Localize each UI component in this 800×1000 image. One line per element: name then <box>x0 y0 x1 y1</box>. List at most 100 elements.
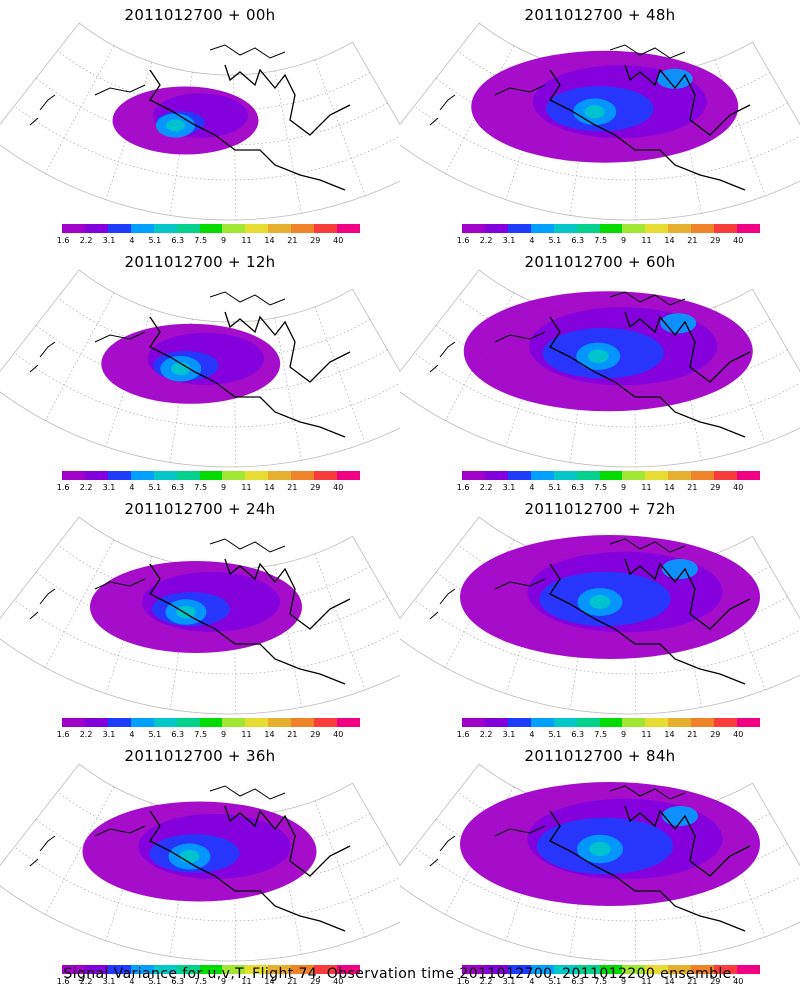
colorbar-tick-label: 9 <box>221 483 227 492</box>
variance-field <box>82 801 317 902</box>
colorbar-swatch <box>199 471 223 480</box>
colorbar-swatch <box>199 965 223 974</box>
colorbar-swatch <box>314 965 338 974</box>
colorbar-swatch <box>107 471 131 480</box>
colorbar-swatch <box>737 718 760 727</box>
colorbar <box>462 224 760 233</box>
colorbar-tick-label: 11 <box>241 977 252 986</box>
colorbar-tick-label: 9 <box>221 730 227 739</box>
colorbar <box>62 718 360 727</box>
colorbar-tick-label: 11 <box>641 236 652 245</box>
colorbar-tick-label: 14 <box>264 730 275 739</box>
colorbar-tick-label: 6.3 <box>571 236 585 245</box>
coastline <box>29 538 351 685</box>
colorbar-tick-label: 5.1 <box>148 730 162 739</box>
colorbar-tick-label: 14 <box>264 236 275 245</box>
colorbar-swatch <box>484 224 508 233</box>
colorbar-swatch <box>599 718 623 727</box>
colorbar-swatch <box>714 718 738 727</box>
colorbar-swatch <box>576 471 600 480</box>
colorbar-swatch <box>245 718 269 727</box>
colorbar-swatch <box>576 718 600 727</box>
coastline <box>429 785 751 932</box>
colorbar-swatch <box>62 471 85 480</box>
map-plot <box>400 22 800 221</box>
colorbar-swatch <box>153 224 177 233</box>
colorbar-swatch <box>622 965 646 974</box>
map-plot <box>0 763 400 962</box>
colorbar-swatch <box>153 471 177 480</box>
colorbar-tick-label: 1.6 <box>456 977 470 986</box>
map-plot <box>400 516 800 715</box>
colorbar-tick-label: 4 <box>529 730 535 739</box>
colorbar-tick-label: 7.5 <box>594 977 608 986</box>
colorbar-swatch <box>62 965 85 974</box>
colorbar-tick-label: 3.1 <box>102 483 116 492</box>
colorbar-swatch <box>484 718 508 727</box>
colorbar-tick-label: 4 <box>129 977 135 986</box>
colorbar-tick-label: 4 <box>129 483 135 492</box>
colorbar-swatch <box>507 224 531 233</box>
colorbar-tick-label: 29 <box>310 483 321 492</box>
colorbar-swatch <box>153 718 177 727</box>
colorbar-tick-label: 14 <box>664 236 675 245</box>
colorbar-tick-label: 29 <box>310 730 321 739</box>
colorbar-tick-label: 1.6 <box>56 483 70 492</box>
colorbar <box>62 224 360 233</box>
map-panel: 2011012700 + 72h 1.6 2.2 3.1 4 5.1 6.3 7.5 9 11 14… <box>400 494 800 741</box>
coastline <box>29 44 351 191</box>
panel-title: 2011012700 + 36h <box>124 747 276 765</box>
variance-field <box>471 50 739 163</box>
colorbar-tick-label: 7.5 <box>594 730 608 739</box>
colorbar-swatch <box>222 965 246 974</box>
colorbar-swatch <box>130 965 154 974</box>
colorbar-swatch <box>268 224 292 233</box>
colorbar-swatch <box>107 718 131 727</box>
colorbar-tick-label: 2.2 <box>479 236 493 245</box>
colorbar-swatch <box>314 471 338 480</box>
colorbar-tick-label: 7.5 <box>594 236 608 245</box>
colorbar-swatch <box>599 224 623 233</box>
colorbar-tick-label: 6.3 <box>571 483 585 492</box>
map-panel: 2011012700 + 00h 1.6 2.2 3.1 4 5.1 6.3 7.5 9 11 14… <box>0 0 400 247</box>
colorbar-swatch <box>153 965 177 974</box>
colorbar-tick-label: 9 <box>221 977 227 986</box>
colorbar-swatch <box>245 224 269 233</box>
colorbar <box>62 965 360 974</box>
colorbar-swatch <box>268 965 292 974</box>
colorbar-tick-label: 1.6 <box>456 236 470 245</box>
colorbar-tick-label: 5.1 <box>148 236 162 245</box>
colorbar-tick-label: 5.1 <box>148 483 162 492</box>
colorbar-tick-label: 3.1 <box>502 730 516 739</box>
colorbar-swatch <box>553 965 577 974</box>
colorbar-labels: 1.6 2.2 3.1 4 5.1 6.3 7.5 9 11 14 21 29 40 <box>457 236 760 246</box>
colorbar-swatch <box>691 965 715 974</box>
colorbar-swatch <box>462 224 485 233</box>
colorbar <box>62 471 360 480</box>
map-panel: 2011012700 + 60h 1.6 2.2 3.1 4 5.1 6.3 7.5 9 11 14… <box>400 247 800 494</box>
colorbar-swatch <box>484 471 508 480</box>
colorbar-tick-label: 14 <box>264 977 275 986</box>
colorbar-tick-label: 1.6 <box>456 730 470 739</box>
colorbar-labels: 1.6 2.2 3.1 4 5.1 6.3 7.5 9 11 14 21 29 40 <box>457 483 760 493</box>
colorbar-tick-label: 7.5 <box>194 977 208 986</box>
colorbar-tick-label: 11 <box>241 236 252 245</box>
colorbar-tick-label: 21 <box>687 730 698 739</box>
colorbar-tick-label: 7.5 <box>194 236 208 245</box>
colorbar-labels: 1.6 2.2 3.1 4 5.1 6.3 7.5 9 11 14 21 29 40 <box>57 730 360 740</box>
colorbar-tick-label: 7.5 <box>194 730 208 739</box>
colorbar-swatch <box>645 718 669 727</box>
colorbar-swatch <box>462 965 485 974</box>
map-plot <box>400 763 800 962</box>
colorbar-tick-label: 11 <box>641 483 652 492</box>
colorbar-swatch <box>714 965 738 974</box>
colorbar-swatch <box>714 471 738 480</box>
colorbar-tick-label: 21 <box>687 977 698 986</box>
colorbar-swatch <box>337 965 360 974</box>
colorbar-swatch <box>314 224 338 233</box>
colorbar-tick-label: 40 <box>733 977 744 986</box>
colorbar-swatch <box>599 965 623 974</box>
colorbar-tick-label: 3.1 <box>502 977 516 986</box>
colorbar-swatch <box>737 471 760 480</box>
colorbar-tick-label: 29 <box>310 977 321 986</box>
